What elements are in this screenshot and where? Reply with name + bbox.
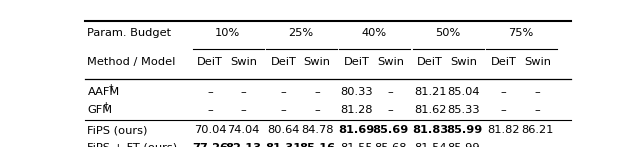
Text: 40%: 40% (362, 28, 387, 38)
Text: –: – (314, 105, 320, 115)
Text: 82.13: 82.13 (226, 143, 262, 147)
Text: –: – (388, 105, 394, 115)
Text: 81.83: 81.83 (412, 125, 448, 135)
Text: AAFM: AAFM (88, 87, 120, 97)
Text: –: – (534, 105, 540, 115)
Text: –: – (207, 105, 213, 115)
Text: –: – (314, 87, 320, 97)
Text: DeiT: DeiT (271, 57, 296, 67)
Text: Swin: Swin (451, 57, 477, 67)
Text: 85.33: 85.33 (447, 105, 480, 115)
Text: –: – (500, 105, 506, 115)
Text: 70.04: 70.04 (194, 125, 226, 135)
Text: 81.82: 81.82 (487, 125, 520, 135)
Text: –: – (500, 143, 506, 147)
Text: 81.55: 81.55 (340, 143, 373, 147)
Text: 85.69: 85.69 (372, 125, 408, 135)
Text: 74.04: 74.04 (227, 125, 260, 135)
Text: 85.16: 85.16 (299, 143, 335, 147)
Text: –: – (207, 87, 213, 97)
Text: FiPS (ours): FiPS (ours) (88, 125, 148, 135)
Text: 81.21: 81.21 (414, 87, 447, 97)
Text: 77.26: 77.26 (192, 143, 228, 147)
Text: 75%: 75% (508, 28, 533, 38)
Text: DeiT: DeiT (417, 57, 443, 67)
Text: DeiT: DeiT (491, 57, 516, 67)
Text: 10%: 10% (214, 28, 240, 38)
Text: Param. Budget: Param. Budget (88, 28, 172, 38)
Text: –: – (500, 87, 506, 97)
Text: 85.04: 85.04 (447, 87, 480, 97)
Text: 81.54: 81.54 (414, 143, 447, 147)
Text: 81.69: 81.69 (339, 125, 375, 135)
Text: Method / Model: Method / Model (88, 57, 176, 67)
Text: Swin: Swin (303, 57, 331, 67)
Text: Swin: Swin (377, 57, 404, 67)
Text: 81.28: 81.28 (340, 105, 373, 115)
Text: †: † (104, 101, 109, 110)
Text: GFM: GFM (88, 105, 113, 115)
Text: –: – (388, 87, 394, 97)
Text: DeiT: DeiT (197, 57, 223, 67)
Text: 85.68: 85.68 (374, 143, 407, 147)
Text: 85.99: 85.99 (447, 143, 480, 147)
Text: 50%: 50% (435, 28, 460, 38)
Text: FiPS + FT (ours): FiPS + FT (ours) (88, 143, 177, 147)
Text: –: – (241, 87, 246, 97)
Text: 85.99: 85.99 (446, 125, 482, 135)
Text: 80.33: 80.33 (340, 87, 373, 97)
Text: 81.62: 81.62 (414, 105, 446, 115)
Text: –: – (280, 105, 286, 115)
Text: –: – (280, 87, 286, 97)
Text: –: – (534, 87, 540, 97)
Text: 81.31: 81.31 (266, 143, 301, 147)
Text: 84.78: 84.78 (301, 125, 333, 135)
Text: 80.64: 80.64 (267, 125, 300, 135)
Text: 25%: 25% (288, 28, 313, 38)
Text: –: – (534, 143, 540, 147)
Text: 86.21: 86.21 (521, 125, 554, 135)
Text: –: – (241, 105, 246, 115)
Text: DeiT: DeiT (344, 57, 370, 67)
Text: Swin: Swin (230, 57, 257, 67)
Text: Swin: Swin (524, 57, 551, 67)
Text: †: † (109, 83, 113, 92)
